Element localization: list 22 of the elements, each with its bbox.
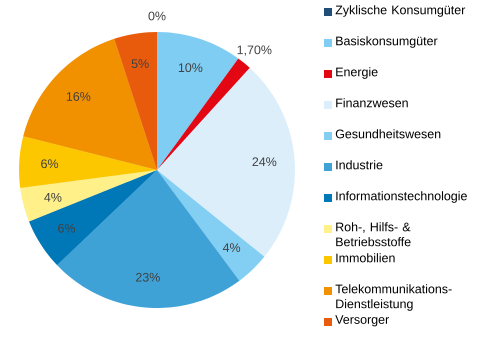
legend-label: Immobilien [336, 253, 395, 262]
legend-label: Gesundheitswesen [336, 129, 440, 138]
data-label: 4% [44, 192, 62, 202]
data-label: 6% [58, 224, 76, 233]
data-label: 24% [252, 157, 276, 166]
data-label: 23% [136, 272, 160, 282]
legend-label: Basiskonsumgüter [336, 36, 438, 48]
legend-label: Zyklische Konsumgüter [336, 5, 466, 17]
data-label: 10% [178, 63, 202, 72]
legend-label: Informationstechnologie [336, 191, 467, 203]
data-label: 5% [132, 59, 149, 68]
data-label: 4% [222, 243, 240, 252]
data-label: 1,70% [238, 45, 272, 56]
legend-label: Energie [336, 67, 378, 79]
legend-label: Industrie [336, 160, 382, 170]
legend-label: Telekommunikations-Dienstleistung [335, 284, 452, 311]
data-label: 16% [66, 92, 90, 101]
data-label: 6% [41, 159, 58, 168]
legend-label: Roh-, Hilfs- & Betriebsstoffe [336, 222, 411, 246]
legend-label: Finanzwesen [336, 98, 408, 108]
legend-label: Versorger [335, 315, 389, 326]
text: 0% [148, 12, 166, 20]
